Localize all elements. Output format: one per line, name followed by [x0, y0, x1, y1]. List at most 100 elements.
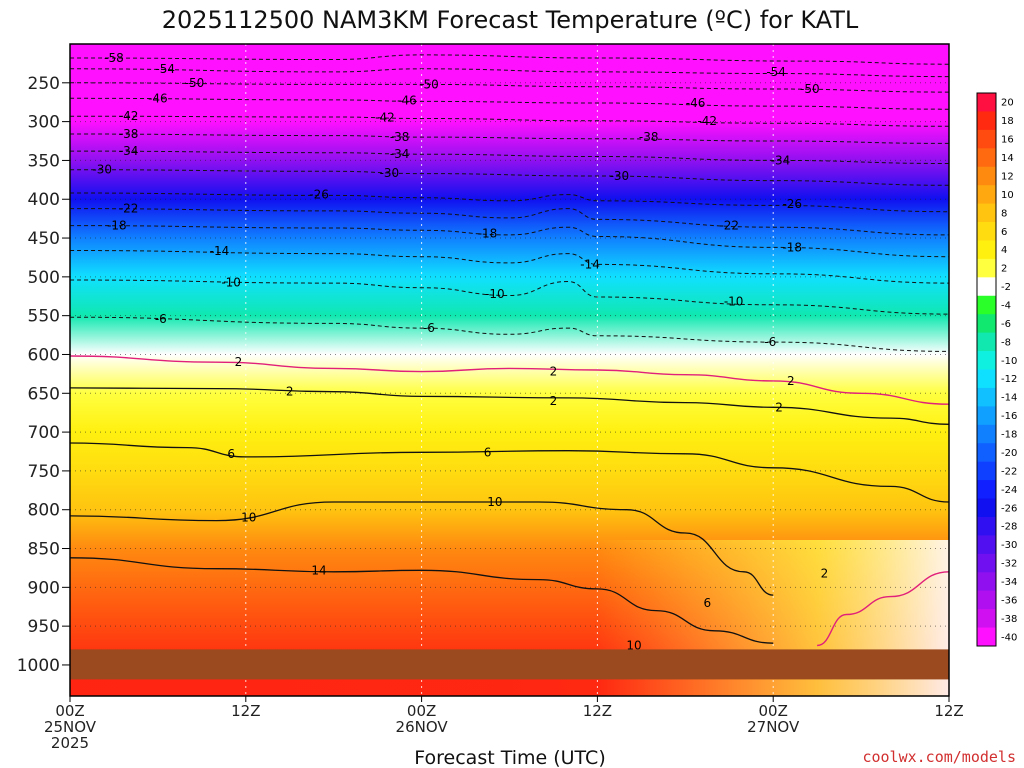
y-tick-label-300: 300 — [28, 113, 60, 133]
colorbar-label-4: 4 — [1001, 245, 1007, 256]
contour-label: -50 — [185, 76, 205, 90]
colorbar: 20 18 16 14 12 10 8 6 4 2 -2 -4 -6 -8 -10 -12 -14 -16 -18 -… — [976, 92, 1017, 647]
contour-line-2 — [70, 387, 949, 425]
colorbar-label-6: 6 — [1001, 227, 1007, 238]
contour-label: -54 — [766, 65, 786, 79]
colorbar-label--26: -26 — [1001, 503, 1017, 514]
x-tick-label-12-0: 12Z — [231, 702, 260, 720]
colorbar-label--8: -8 — [1001, 337, 1011, 348]
contour-label: 10 — [241, 510, 256, 524]
contour-label: 6 — [703, 596, 711, 610]
credit-text: coolwx.com/models — [862, 748, 1016, 766]
contour-label: -26 — [782, 197, 802, 211]
y-axis: 250 300 350 400 450 500 550 600 650 700 750 800 850 9… — [17, 74, 70, 676]
x-tick-label-48-1: 27NOV — [747, 718, 800, 736]
colorbar-label--6: -6 — [1001, 319, 1011, 330]
contour-label: -34 — [390, 147, 410, 161]
colorbar-swatch--36 — [977, 590, 996, 610]
colorbar-label--12: -12 — [1001, 374, 1017, 385]
contour-line--22 — [70, 208, 949, 236]
colorbar-label-18: 18 — [1001, 116, 1014, 127]
y-tick-label-950: 950 — [28, 617, 60, 637]
contour-lines — [70, 54, 949, 647]
colorbar-label--30: -30 — [1001, 540, 1017, 551]
colorbar-swatch-2 — [977, 258, 996, 278]
y-tick-label-550: 550 — [28, 307, 60, 327]
contour-label: -10 — [485, 287, 505, 301]
contour-label: -34 — [119, 144, 139, 158]
x-tick-label-36-0: 12Z — [583, 702, 612, 720]
colorbar-label--20: -20 — [1001, 448, 1017, 459]
colorbar-swatch-10 — [977, 185, 996, 205]
x-tick-label-60-0: 12Z — [934, 702, 963, 720]
contour-label: -34 — [771, 153, 791, 167]
chart-title: 2025112500 NAM3KM Forecast Temperature (… — [162, 6, 859, 34]
contour-label: -54 — [155, 62, 175, 76]
contour-label: 2 — [775, 400, 783, 414]
colorbar-swatch-6 — [977, 222, 996, 241]
colorbar-swatch--30 — [977, 535, 996, 555]
x-tick-label-0-0: 00Z — [55, 702, 84, 720]
colorbar-swatch--16 — [977, 406, 996, 426]
colorbar-label-20: 20 — [1001, 98, 1014, 109]
colorbar-swatch--38 — [977, 609, 996, 629]
plot-frame — [69, 43, 950, 697]
colorbar-swatch-14 — [977, 148, 996, 168]
colorbar-swatch--18 — [977, 424, 996, 444]
y-tick-label-900: 900 — [28, 578, 60, 598]
colorbar-swatch--12 — [977, 369, 996, 389]
contour-label: -46 — [397, 94, 417, 108]
colorbar-swatch--10 — [977, 351, 996, 370]
y-tick-label-700: 700 — [28, 423, 60, 443]
contour-line--58 — [70, 54, 949, 65]
contour-label: 2 — [821, 566, 829, 580]
y-tick-label-400: 400 — [28, 190, 60, 210]
colorbar-swatch-20 — [977, 93, 996, 112]
y-tick-label-750: 750 — [28, 462, 60, 482]
contour-label: -18 — [478, 226, 498, 240]
colorbar-label-12: 12 — [1001, 171, 1014, 182]
contour-line--38 — [70, 133, 949, 144]
contour-label: 2 — [550, 394, 558, 408]
contour-line--14 — [70, 250, 949, 284]
contour-label: -18 — [782, 240, 802, 254]
contour-label: -58 — [104, 51, 124, 65]
colorbar-swatch--6 — [977, 314, 996, 334]
contour-label: 2 — [235, 355, 243, 369]
ground-layer — [70, 649, 949, 680]
colorbar-swatch--14 — [977, 387, 996, 407]
contour-label: -14 — [580, 257, 600, 271]
colorbar-swatch-4 — [977, 240, 996, 260]
contour-label: 6 — [227, 447, 235, 461]
plot-area: -58-54-50-46-42-38-34-30-26-22-18-14-10-… — [70, 44, 949, 696]
contour-label: -50 — [800, 82, 820, 96]
colorbar-swatch--40 — [977, 627, 996, 647]
colorbar-swatch--4 — [977, 295, 996, 315]
colorbar-swatch--8 — [977, 332, 996, 352]
contour-label: -50 — [419, 77, 439, 91]
colorbar-label-10: 10 — [1001, 190, 1014, 201]
colorbar-swatch-8 — [977, 203, 996, 223]
contour-label: -18 — [107, 219, 127, 233]
colorbar-swatch--24 — [977, 480, 996, 500]
colorbar-label--36: -36 — [1001, 595, 1017, 606]
contour-line--30 — [70, 169, 949, 186]
colorbar-swatch-16 — [977, 129, 996, 149]
contour-label: -42 — [375, 111, 395, 125]
y-tick-label-250: 250 — [28, 74, 60, 94]
colorbar-label--2: -2 — [1001, 282, 1011, 293]
contour-label: -30 — [380, 166, 400, 180]
colorbar-label--40: -40 — [1001, 632, 1017, 643]
contour-label: -10 — [724, 295, 744, 309]
colorbar-swatch-18 — [977, 111, 996, 131]
y-tick-label-600: 600 — [28, 345, 60, 365]
x-tick-label-24-1: 26NOV — [396, 718, 449, 736]
contour-labels: -58-54-50-46-42-38-34-30-26-22-18-14-10-… — [92, 51, 828, 653]
contour-label: -10 — [221, 275, 241, 289]
colorbar-swatch--26 — [977, 498, 996, 518]
contour-label: -38 — [639, 130, 659, 144]
colorbar-label-8: 8 — [1001, 208, 1007, 219]
x-tick-label-48-0: 00Z — [759, 702, 788, 720]
